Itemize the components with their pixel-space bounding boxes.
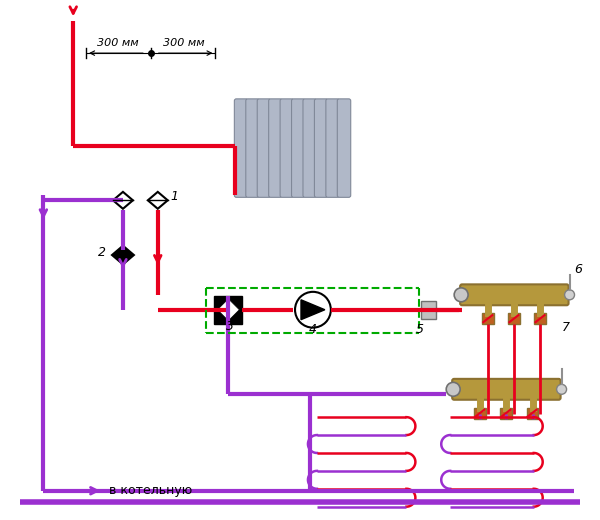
Text: 6: 6 <box>575 263 583 276</box>
FancyBboxPatch shape <box>303 99 316 197</box>
FancyBboxPatch shape <box>452 379 560 400</box>
FancyBboxPatch shape <box>235 99 248 197</box>
Polygon shape <box>217 299 239 321</box>
Polygon shape <box>113 192 133 209</box>
Text: 1: 1 <box>170 190 179 203</box>
FancyBboxPatch shape <box>269 99 282 197</box>
Polygon shape <box>112 246 134 264</box>
FancyBboxPatch shape <box>280 99 293 197</box>
Polygon shape <box>301 300 325 320</box>
FancyBboxPatch shape <box>257 99 271 197</box>
Circle shape <box>557 384 566 394</box>
FancyBboxPatch shape <box>292 99 305 197</box>
Text: 5: 5 <box>415 322 424 335</box>
Polygon shape <box>148 192 168 209</box>
Bar <box>475 408 486 419</box>
Text: 3: 3 <box>226 320 235 333</box>
FancyBboxPatch shape <box>326 99 339 197</box>
Text: 7: 7 <box>562 321 569 334</box>
Bar <box>214 296 242 323</box>
FancyBboxPatch shape <box>460 284 569 305</box>
Circle shape <box>454 288 468 302</box>
Bar <box>508 313 520 324</box>
Text: 300 мм: 300 мм <box>163 38 205 48</box>
FancyBboxPatch shape <box>246 99 259 197</box>
FancyBboxPatch shape <box>337 99 351 197</box>
Bar <box>500 408 512 419</box>
Bar <box>482 313 494 324</box>
Text: 4: 4 <box>309 322 317 335</box>
Text: в котельную: в котельную <box>109 484 192 497</box>
Text: 2: 2 <box>98 245 106 258</box>
FancyBboxPatch shape <box>314 99 328 197</box>
Circle shape <box>446 382 460 396</box>
Text: 300 мм: 300 мм <box>97 38 139 48</box>
Circle shape <box>295 292 331 328</box>
Bar <box>421 301 436 319</box>
Circle shape <box>565 290 575 300</box>
Bar <box>527 408 538 419</box>
Bar <box>535 313 547 324</box>
